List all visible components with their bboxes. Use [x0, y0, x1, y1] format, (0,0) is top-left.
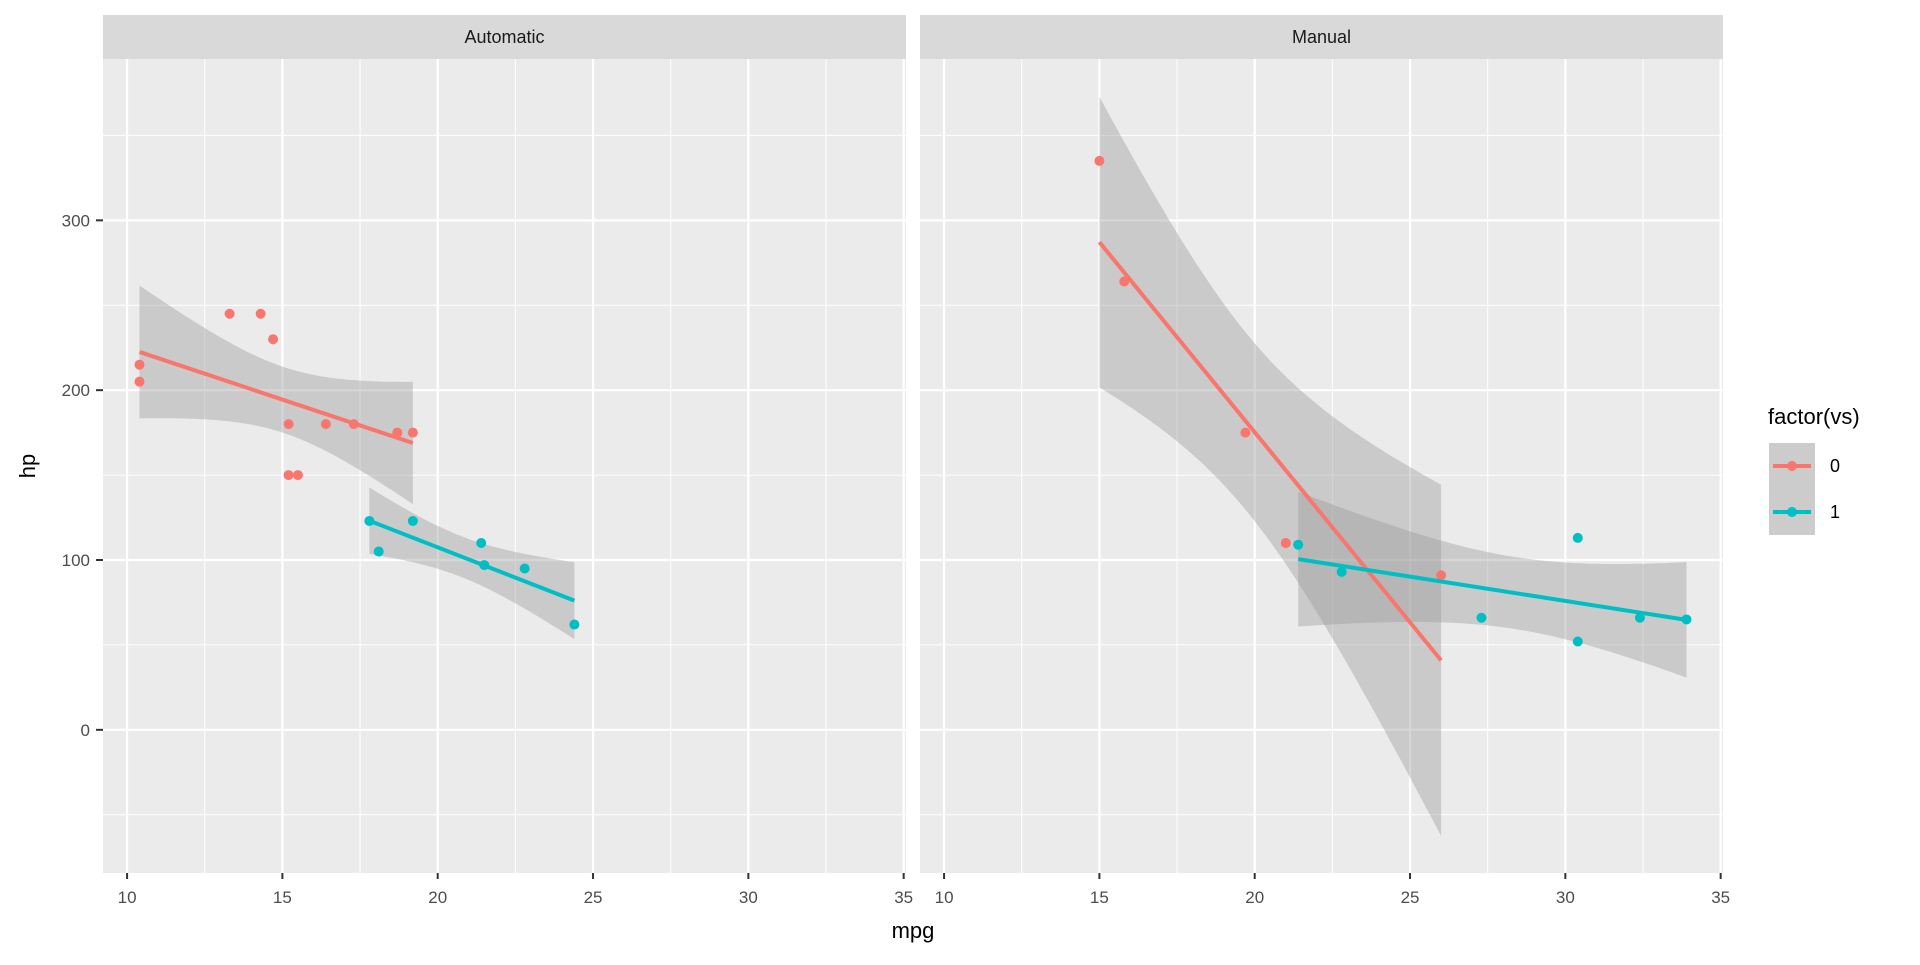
data-point-vs-1 — [1476, 612, 1487, 623]
data-point-vs-0 — [283, 419, 294, 430]
data-point-vs-0 — [224, 308, 235, 319]
legend-title: factor(vs) — [1768, 404, 1860, 429]
confidence-band-vs-0 — [1099, 96, 1442, 836]
data-point-vs-1 — [407, 515, 418, 526]
legend-label-1: 1 — [1830, 502, 1840, 522]
data-point-vs-0 — [255, 308, 266, 319]
x-tick-label: 25 — [584, 888, 603, 907]
y-axis-title: hp — [15, 454, 40, 478]
x-tick-label: 20 — [1245, 888, 1264, 907]
data-point-vs-1 — [569, 619, 580, 630]
x-axis-title: mpg — [892, 918, 935, 943]
fit-line-vs-0 — [138, 350, 414, 445]
facet-panel-manual — [920, 59, 1723, 873]
confidence-band-vs-1 — [1298, 491, 1687, 678]
x-tick-label: 35 — [1711, 888, 1730, 907]
data-point-vs-0 — [1240, 427, 1251, 438]
data-point-vs-1 — [1293, 539, 1304, 550]
facet-strip — [920, 15, 1723, 59]
data-point-vs-0 — [268, 334, 279, 345]
x-tick-label: 30 — [1556, 888, 1575, 907]
x-tick-label: 20 — [428, 888, 447, 907]
facet-strip-label: Manual — [1292, 27, 1351, 47]
data-point-vs-0 — [292, 470, 303, 481]
facet-strip — [103, 15, 906, 59]
legend-key-point-0 — [1787, 461, 1797, 471]
y-tick-label: 300 — [62, 211, 90, 230]
x-tick-label: 30 — [739, 888, 758, 907]
data-point-vs-1 — [1634, 612, 1645, 623]
data-point-vs-0 — [320, 419, 331, 430]
data-point-vs-1 — [373, 546, 384, 557]
fit-line-vs-0 — [1097, 240, 1443, 662]
x-tick-label: 15 — [273, 888, 292, 907]
data-point-vs-0 — [134, 359, 145, 370]
x-tick-label: 25 — [1401, 888, 1420, 907]
legend-key-background — [1769, 443, 1815, 535]
x-tick-label: 15 — [1090, 888, 1109, 907]
data-point-vs-0 — [1436, 570, 1447, 581]
data-point-vs-0 — [283, 470, 294, 481]
facet-panel-automatic — [103, 59, 906, 873]
legend-key-point-1 — [1787, 507, 1797, 517]
data-point-vs-1 — [476, 538, 487, 549]
fit-line-vs-1 — [368, 518, 576, 603]
panel-background — [920, 59, 1723, 873]
panel-background — [103, 59, 906, 873]
x-tick-label: 10 — [118, 888, 137, 907]
legend-label-0: 0 — [1830, 456, 1840, 476]
data-point-vs-0 — [1280, 538, 1291, 549]
data-point-vs-1 — [1572, 532, 1583, 543]
facet-strip-label: Automatic — [464, 27, 544, 47]
data-point-vs-0 — [407, 427, 418, 438]
x-tick-label: 35 — [894, 888, 913, 907]
data-point-vs-1 — [519, 563, 530, 574]
confidence-band-vs-1 — [369, 487, 575, 640]
y-tick-label: 200 — [62, 381, 90, 400]
confidence-band-vs-0 — [139, 285, 413, 505]
data-point-vs-0 — [1094, 155, 1105, 166]
data-point-vs-0 — [1119, 276, 1130, 287]
x-tick-label: 10 — [935, 888, 954, 907]
data-point-vs-0 — [134, 376, 145, 387]
legend: factor(vs) 0 1 — [1768, 404, 1860, 535]
y-tick-label: 100 — [62, 551, 90, 570]
data-point-vs-1 — [1572, 636, 1583, 647]
data-point-vs-1 — [1336, 566, 1347, 577]
y-tick-label: 0 — [81, 721, 90, 740]
fit-line-vs-1 — [1297, 557, 1687, 622]
